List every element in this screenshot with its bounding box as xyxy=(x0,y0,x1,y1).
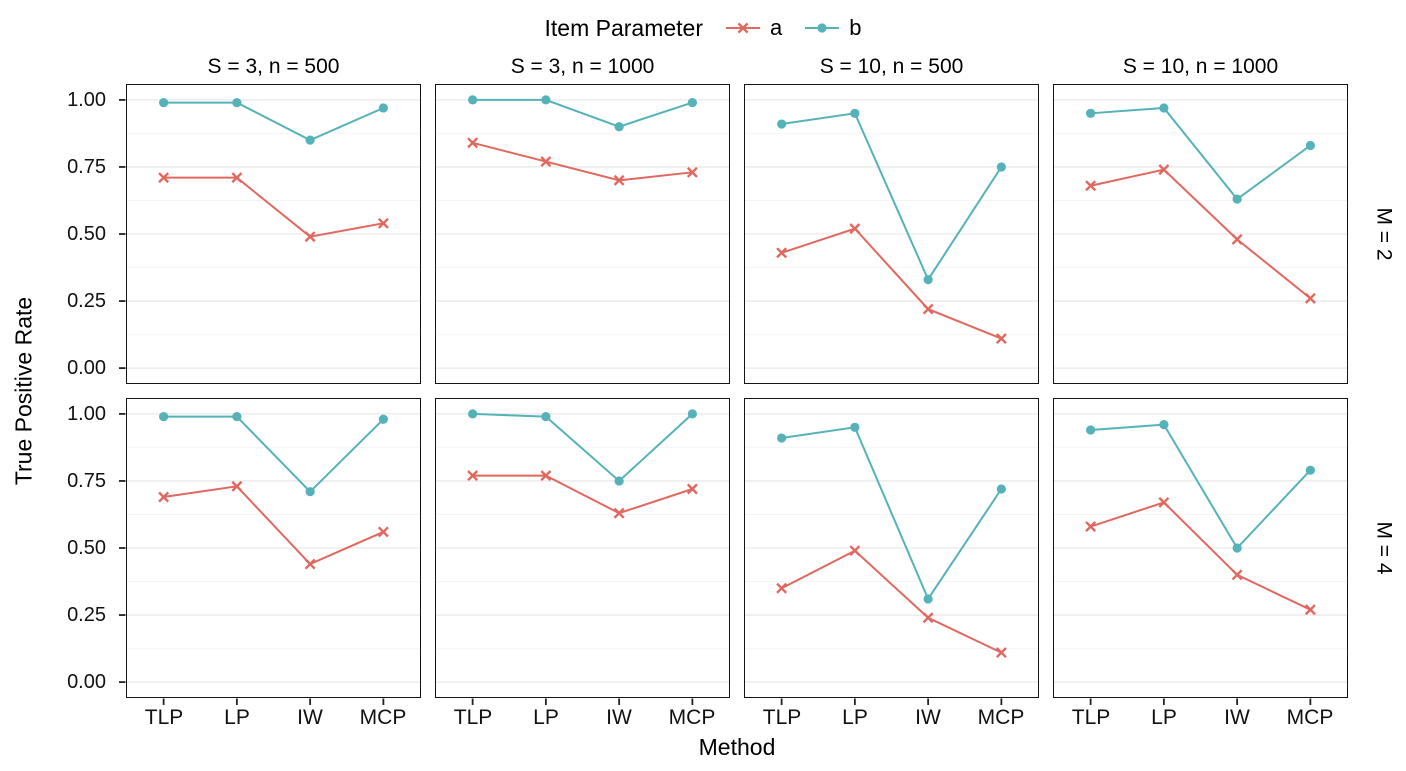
y-tick-label: 1.00 xyxy=(67,403,106,426)
y-tick-label: 0.00 xyxy=(67,670,106,693)
x-tick-label: TLP xyxy=(762,706,802,729)
x-tick-label: IW xyxy=(915,706,941,729)
x-tick-label: MCP xyxy=(668,706,716,729)
panel-plot-area xyxy=(745,413,1038,705)
y-tick-label: 0.00 xyxy=(67,356,106,379)
x-tick-label: TLP xyxy=(144,706,184,729)
panel-m4-s10-n500 xyxy=(744,398,1039,705)
x-tick-label: MCP xyxy=(359,706,407,729)
panel-plot-area xyxy=(119,411,420,705)
facet-col-label-s3-n500: S = 3, n = 500 xyxy=(207,55,340,78)
x-tick-label: MCP xyxy=(1286,706,1334,729)
x-axis-title: Method xyxy=(698,734,776,760)
panel-m2-s10-n1000 xyxy=(1053,84,1348,384)
x-axis-ticks-col2: TLP LP IW MCP xyxy=(435,698,730,729)
y-tick-label: 0.75 xyxy=(67,470,106,493)
facet-grid: S = 3, n = 500 S = 3, n = 1000 S = 10, n… xyxy=(0,50,1406,768)
x-tick-label: LP xyxy=(224,706,250,729)
x-tick-label: LP xyxy=(533,706,559,729)
x-tick-label: TLP xyxy=(453,706,493,729)
y-tick-label: 1.00 xyxy=(67,89,106,112)
facet-row-strip-m2: M = 2 xyxy=(1362,84,1406,384)
y-tick-label: 0.25 xyxy=(67,289,106,312)
x-axis-ticks-col3: TLP LP IW MCP xyxy=(744,698,1039,729)
x-tick-label: TLP xyxy=(1071,706,1111,729)
x-tick-label: IW xyxy=(1224,706,1250,729)
panel-plot-area xyxy=(745,99,1038,369)
series-a-cross-marker-icon xyxy=(726,22,760,34)
x-tick-label: LP xyxy=(1151,706,1177,729)
legend-item-a: a xyxy=(725,15,782,41)
x-axis-ticks-col1: TLP LP IW MCP xyxy=(126,698,421,729)
panel-m4-s3-n500 xyxy=(119,398,421,705)
panel-m2-s3-n500 xyxy=(119,84,421,384)
panel-m4-s3-n1000 xyxy=(435,398,730,705)
legend-title: Item Parameter xyxy=(544,14,704,41)
y-tick-label: 0.50 xyxy=(67,223,106,245)
panel-plot-area xyxy=(119,97,420,370)
x-axis-ticks-col4: TLP LP IW MCP xyxy=(1053,698,1348,729)
legend-item-b: b xyxy=(804,15,862,41)
y-tick-label: 0.25 xyxy=(67,603,106,626)
legend-label-b: b xyxy=(849,15,862,40)
facet-col-label-s10-n500: S = 10, n = 500 xyxy=(819,55,964,78)
y-tick-label: 0.75 xyxy=(67,156,106,179)
y-axis-ticks-row2: 1.00 0.75 0.50 0.25 0.00 xyxy=(0,398,112,698)
facet-col-label-s3-n1000: S = 3, n = 1000 xyxy=(510,55,655,78)
facet-row-label-m2: M = 2 xyxy=(1373,207,1397,261)
facet-row-strip-m4: M = 4 xyxy=(1362,398,1406,698)
legend: Item Parameter a b xyxy=(0,0,1406,50)
y-tick-label: 0.50 xyxy=(67,537,106,559)
panel-plot-area xyxy=(1054,413,1347,705)
series-b-circle-marker-icon xyxy=(805,23,840,33)
facet-row-label-m4: M = 4 xyxy=(1373,521,1397,575)
x-tick-label: IW xyxy=(297,706,323,729)
panel-plot-area xyxy=(436,95,729,369)
facet-col-label-s10-n1000: S = 10, n = 1000 xyxy=(1122,55,1279,78)
panel-m2-s3-n1000 xyxy=(435,84,730,384)
x-tick-label: IW xyxy=(606,706,632,729)
panel-m2-s10-n500 xyxy=(744,84,1039,384)
panel-plot-area xyxy=(436,409,729,705)
x-tick-label: MCP xyxy=(977,706,1025,729)
x-tick-label: LP xyxy=(842,706,868,729)
y-axis-ticks-row1: 1.00 0.75 0.50 0.25 0.00 xyxy=(0,84,112,384)
legend-label-a: a xyxy=(770,15,783,40)
panel-m4-s10-n1000 xyxy=(1053,398,1348,705)
panel-plot-area xyxy=(1054,99,1347,369)
